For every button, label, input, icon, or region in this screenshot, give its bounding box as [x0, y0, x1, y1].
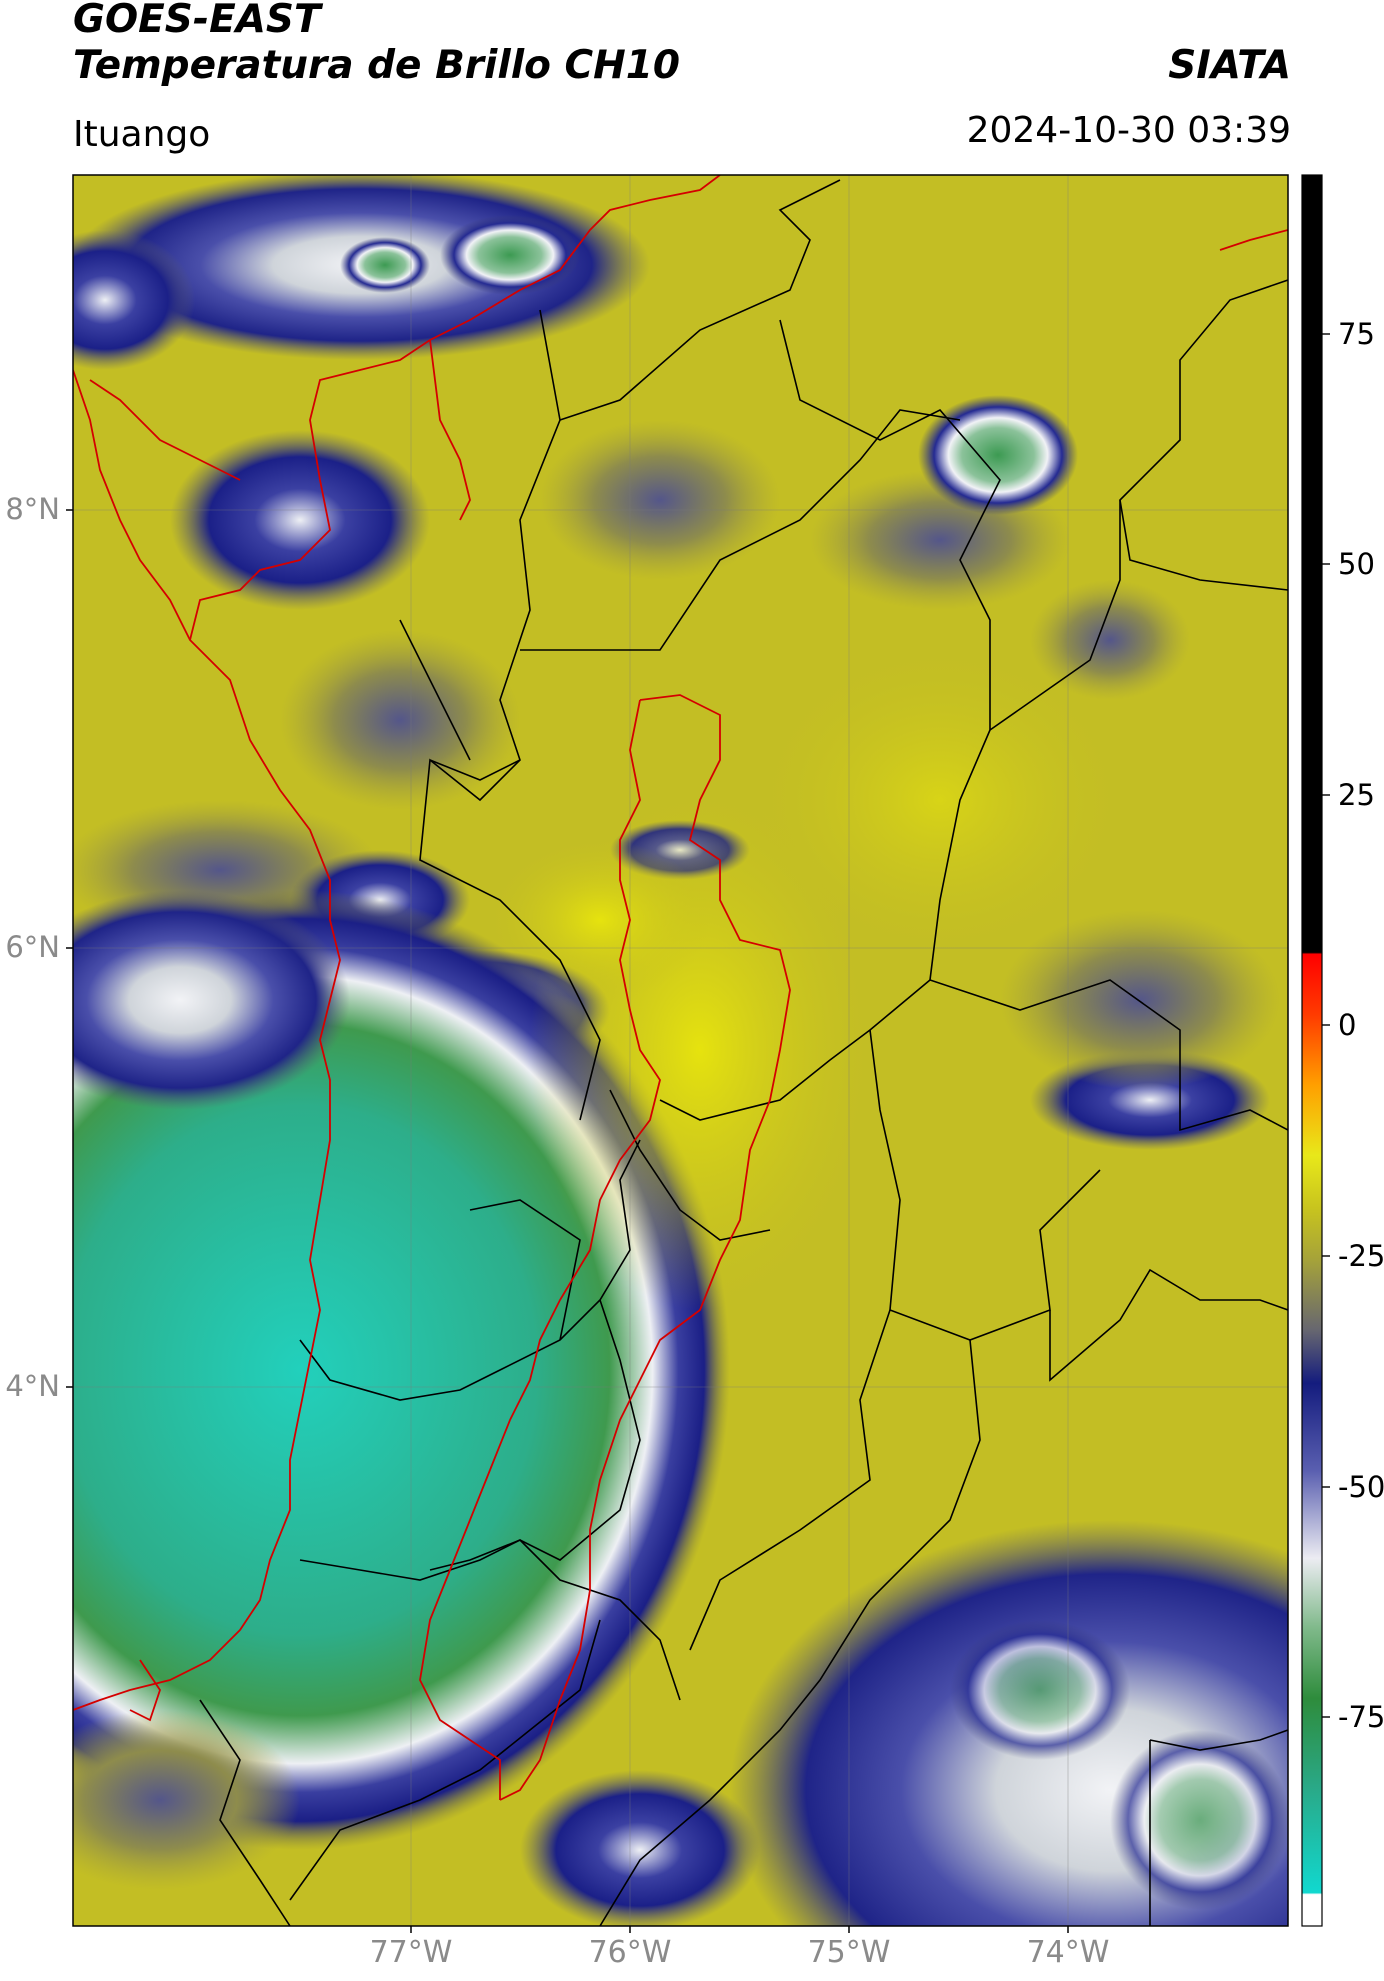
colorbar-tick-minus-50: -50 — [1338, 1470, 1384, 1504]
region-label: Ituango — [73, 114, 211, 155]
department-boundaries — [73, 175, 1288, 1801]
lon-label-75w: 75°W — [807, 1935, 891, 1970]
colorbar-tick-50: 50 — [1338, 547, 1375, 581]
colorbar — [1301, 174, 1323, 1927]
chart-title-product: Temperatura de Brillo CH10 — [73, 43, 681, 88]
chart-title-satellite: GOES-EAST — [73, 0, 321, 42]
colorbar-tick-75: 75 — [1338, 317, 1375, 351]
municipal-boundaries — [199, 179, 1288, 1926]
brand-label: SIATA — [1168, 43, 1291, 88]
brightness-field — [73, 175, 1288, 1926]
lon-label-76w: 76°W — [588, 1935, 672, 1970]
lat-label-6n: 6°N — [5, 930, 60, 964]
colorbar-tick-minus-75: -75 — [1338, 1700, 1384, 1734]
map-frame — [72, 174, 1289, 1927]
lat-label-4n: 4°N — [5, 1369, 60, 1403]
lon-label-77w: 77°W — [369, 1935, 453, 1970]
colorbar-tick-25: 25 — [1338, 778, 1375, 812]
lat-label-8n: 8°N — [5, 492, 60, 526]
lon-label-74w: 74°W — [1026, 1935, 1110, 1970]
colorbar-tick-0: 0 — [1338, 1008, 1357, 1042]
datetime-label: 2024-10-30 03:39 — [966, 110, 1291, 151]
colorbar-tick-minus-25: -25 — [1338, 1239, 1384, 1273]
